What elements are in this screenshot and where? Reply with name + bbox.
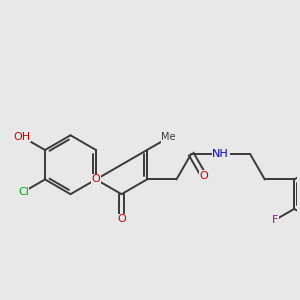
Text: Cl: Cl <box>18 187 29 197</box>
Text: O: O <box>92 174 100 184</box>
Text: NH: NH <box>212 149 229 159</box>
Text: Me: Me <box>161 133 176 142</box>
Text: O: O <box>117 214 126 224</box>
Text: F: F <box>272 215 278 225</box>
Text: OH: OH <box>14 132 31 142</box>
Text: O: O <box>199 171 208 181</box>
